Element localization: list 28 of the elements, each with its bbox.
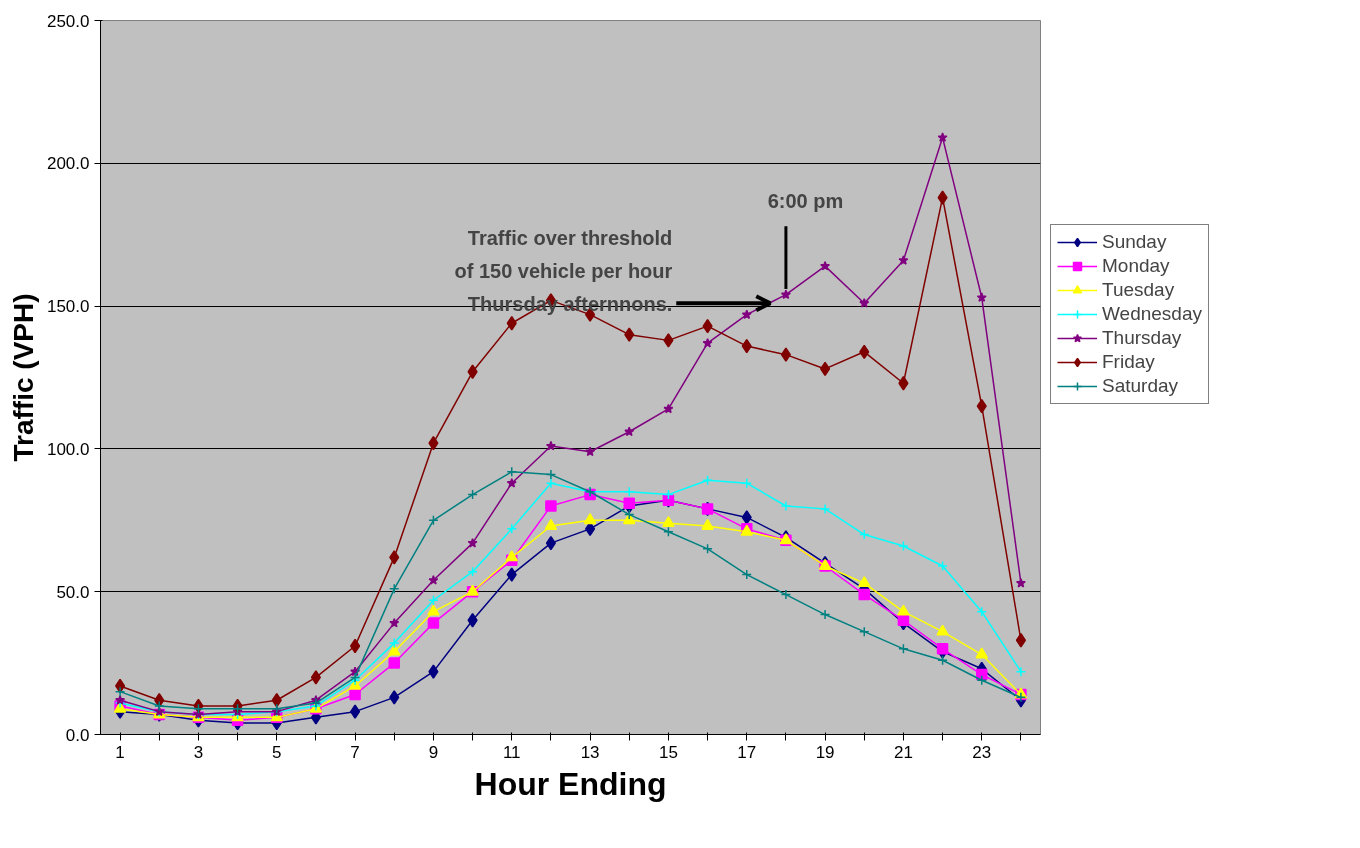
x-tick-label: 1 [115,742,125,762]
legend-label: Monday [1102,255,1170,277]
x-tick-label: 21 [893,742,913,762]
y-tick-label: 0.0 [65,725,90,745]
y-tick-label: 50.0 [56,582,90,602]
y-tick-label: 250.0 [46,11,90,31]
x-tick-label: 17 [737,742,757,762]
x-tick-label: 5 [272,742,282,762]
legend-label: Sunday [1102,231,1167,253]
y-tick-label: 100.0 [46,439,90,459]
legend-label: Wednesday [1102,303,1202,325]
x-tick-label: 3 [193,742,204,762]
x-tick-label: 7 [350,742,360,762]
y-tick-label: 200.0 [46,154,90,174]
legend-label: Thursday [1102,327,1182,349]
x-tick-label: 19 [815,742,835,762]
x-axis-title: Hour Ending [474,765,667,802]
x-tick-label: 11 [502,742,521,762]
x-tick-label: 23 [972,742,992,762]
x-tick-label: 9 [428,742,439,762]
x-tick-label: 15 [658,742,678,762]
legend-label: Saturday [1102,375,1179,397]
y-axis-title: Traffic (VPH) [7,293,39,462]
x-tick-label: 13 [580,742,600,762]
legend-label: Tuesday [1102,279,1175,301]
annotation: 6:00 pm [767,189,844,212]
legend-label: Friday [1102,351,1155,373]
y-tick-label: 150.0 [46,297,90,317]
